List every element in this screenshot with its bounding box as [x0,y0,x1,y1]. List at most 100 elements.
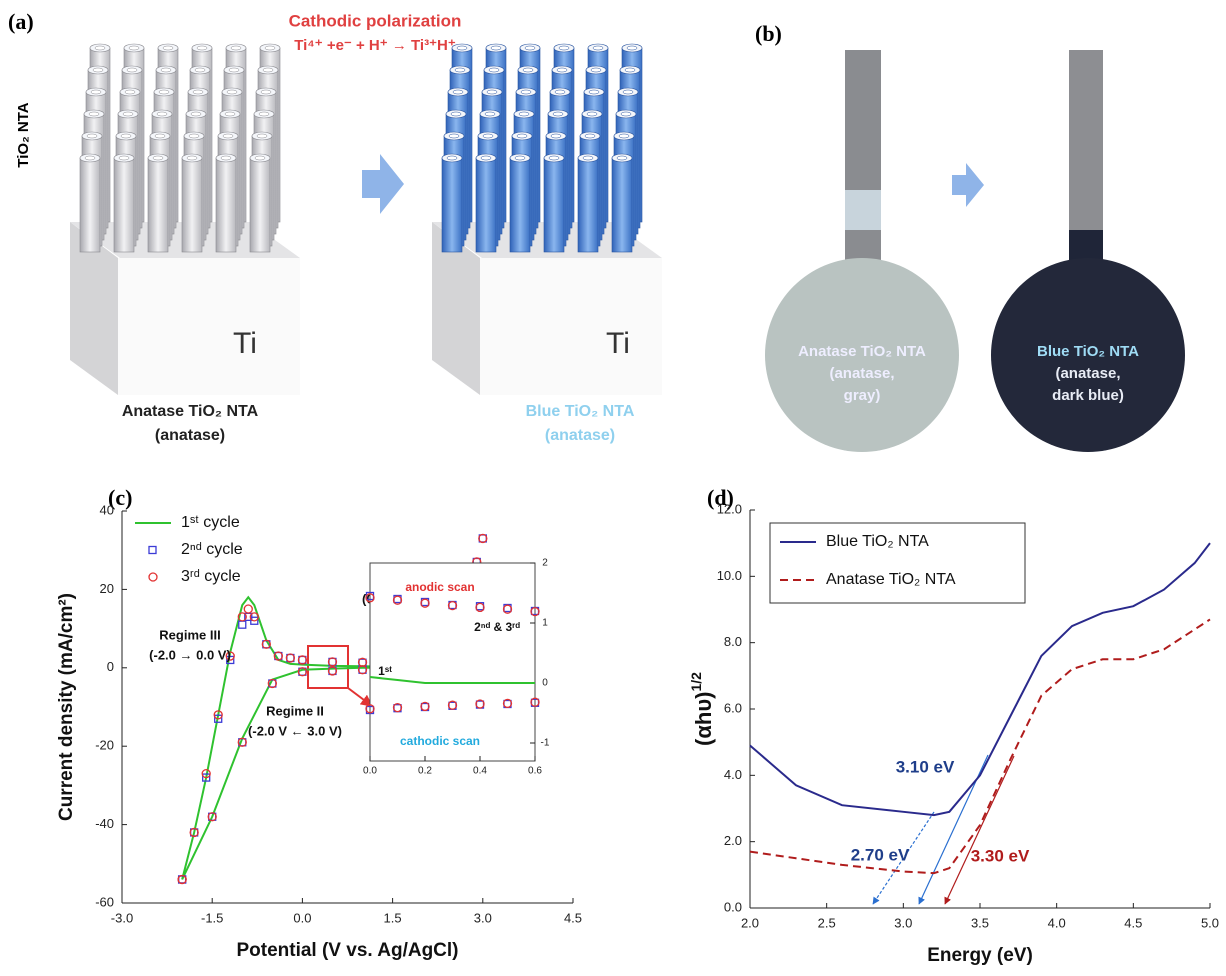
zoom-box [308,646,348,688]
nanotube [442,158,462,252]
nanotube-hole [187,156,197,160]
marker [298,656,306,664]
nanotube-hole [125,90,135,94]
nanotube [612,158,632,252]
x-tick-label: 0.4 [473,766,487,777]
marker [328,658,336,666]
nanotube [476,158,496,252]
nanotube-hole [491,46,501,50]
nanotube-hole [221,156,231,160]
nanotube-hole [519,112,529,116]
nanotube-hole [231,46,241,50]
nanotube-hole [455,68,465,72]
nanotube-hole [225,112,235,116]
nanotube-hole [627,46,637,50]
nanotube-hole [93,68,103,72]
nanotube-hole [161,68,171,72]
y-tick-label: 2.0 [724,833,742,848]
annotation: anodic scan [405,580,474,594]
figure: (a) Cathodic polarization Ti⁴⁺ +e⁻ + H⁺ … [0,0,1226,976]
nanotube-hole [91,90,101,94]
nanotube-hole [189,134,199,138]
y-tick-label: 0.0 [724,899,742,914]
legend-label: Anatase TiO₂ NTA [826,571,956,588]
nanotube-hole [193,90,203,94]
nanotube-hole [451,112,461,116]
block-left [70,44,300,395]
zoom-arrow [348,688,372,706]
nanotube-hole [591,68,601,72]
page: {"panels":{ "a":{"label":"(a)","title":"… [0,0,1226,976]
x-tick-label: -1.5 [201,910,223,925]
nanotube [510,158,530,252]
marker [286,654,294,662]
x-tick-label: 2.0 [741,915,759,930]
nanotube [578,158,598,252]
nanotube-hole [617,156,627,160]
nanotube-hole [525,46,535,50]
nanotube-hole [485,112,495,116]
sample-name: Anatase TiO₂ NTA [798,343,926,360]
marker [239,621,246,628]
nanotube-hole [457,46,467,50]
nanotube-hole [191,112,201,116]
nanotube-hole [551,134,561,138]
nanotube-hole [163,46,173,50]
nanotube-hole [559,46,569,50]
sample-phase: (anatase) [545,427,615,444]
nanotube-hole [259,112,269,116]
nanotube-hole [619,134,629,138]
annotation: 2ⁿᵈ & 3ʳᵈ [474,620,520,634]
x-tick-label: 0.0 [293,910,311,925]
marker [479,534,487,542]
y-axis-title: Current density (mA/cm²) [56,593,77,821]
nanotube-hole [123,112,133,116]
y-tick-label: 8.0 [724,634,742,649]
legend-swatch [149,547,156,554]
annotation: (-2.0 → 0.0 V) [149,647,231,662]
nanotube-hole [159,90,169,94]
y-tick-label: -1 [541,738,550,749]
nanotube-hole [87,134,97,138]
sample-name: Anatase TiO₂ NTA [122,403,259,420]
electrode-tab [845,190,881,230]
nanotube-hole [589,90,599,94]
nanotube-hole [481,156,491,160]
nanotube-hole [587,112,597,116]
nanotube-hole [263,68,273,72]
x-tick-label: 5.0 [1201,915,1219,930]
annotation: 1ˢᵗ [378,664,392,678]
nanotube-hole [229,68,239,72]
nanotube-hole [583,156,593,160]
y-tick-label: -20 [95,738,114,753]
nanotube-hole [129,46,139,50]
annotation: Regime III [159,627,220,642]
substrate-label: Ti [233,327,257,360]
substrate-label: Ti [606,327,630,360]
x-tick-label: 4.0 [1048,915,1066,930]
nanotube-hole [557,68,567,72]
nanotube-hole [197,46,207,50]
nanotube-hole [155,134,165,138]
nanotube-hole [127,68,137,72]
marker [244,605,252,613]
y-tick-label: 0 [542,678,548,689]
nanotube-hole [121,134,131,138]
nanotube-hole [489,68,499,72]
x-tick-label: -3.0 [111,910,133,925]
x-tick-label: 3.0 [894,915,912,930]
y-axis-title: (αhυ) [691,692,716,746]
sample-phase: dark blue) [1052,387,1124,404]
legend-label: 1ˢᵗ cycle [181,514,240,531]
x-tick-label: 4.5 [1124,915,1142,930]
nanotube-hole [227,90,237,94]
nanotube-hole [521,90,531,94]
sample-phase: (anatase, [1055,365,1120,382]
annotation: 3.10 eV [896,757,955,776]
nanotube-hole [119,156,129,160]
nanotube-hole [449,134,459,138]
nanotube-hole [623,90,633,94]
nanotube [182,158,202,252]
nanotube-hole [555,90,565,94]
x-tick-label: 0.2 [418,766,432,777]
